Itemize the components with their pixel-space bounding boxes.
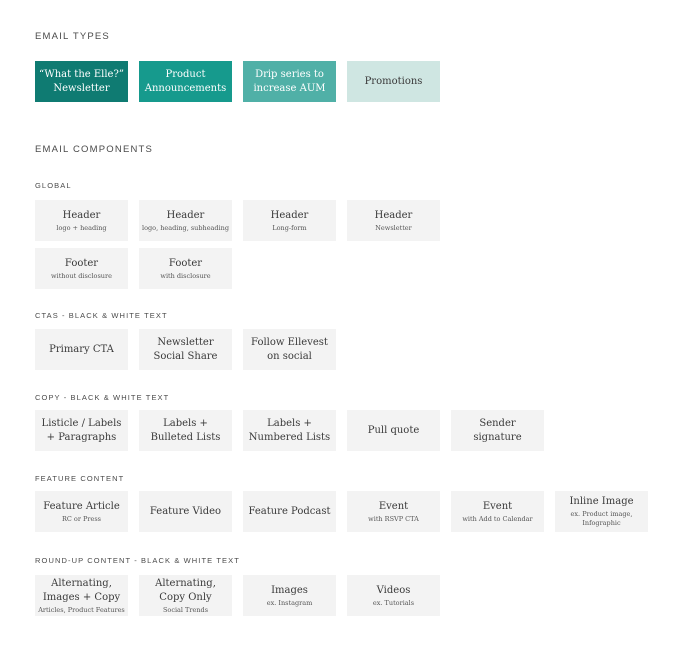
card-title: Primary CTA	[49, 343, 114, 355]
card-title: Footer	[168, 257, 203, 269]
email-types-heading: EMAIL TYPES	[35, 31, 110, 42]
card-subtitle: Articles, Product Features	[38, 605, 125, 614]
card-title: Event	[482, 500, 513, 512]
global-card-header-newsletter[interactable]: Header Newsletter	[347, 200, 440, 241]
roundup-card-images-copy[interactable]: Alternating, Images + Copy Articles, Pro…	[35, 575, 128, 616]
feature-card-inline-image[interactable]: Inline Image ex. Product image, Infograp…	[555, 491, 648, 532]
card-subtitle: Newsletter	[375, 223, 412, 232]
cta-card-primary[interactable]: Primary CTA	[35, 329, 128, 370]
email-type-promotions[interactable]: Promotions	[347, 61, 440, 102]
card-subtitle: RC or Press	[61, 514, 102, 523]
card-subtitle: logo, heading, subheading	[142, 223, 230, 232]
cta-card-newsletter-social-share[interactable]: Newsletter Social Share	[139, 329, 232, 370]
cta-card-follow-social[interactable]: Follow Ellevest on social	[243, 329, 336, 370]
card-subtitle: Social Trends	[162, 605, 209, 614]
feature-card-event-calendar[interactable]: Event with Add to Calendar	[451, 491, 544, 532]
copy-card-pull-quote[interactable]: Pull quote	[347, 410, 440, 451]
feature-card-video[interactable]: Feature Video	[139, 491, 232, 532]
card-title: Footer	[64, 257, 99, 269]
feature-card-podcast[interactable]: Feature Podcast	[243, 491, 336, 532]
roundup-card-videos[interactable]: Videos ex. Tutorials	[347, 575, 440, 616]
card-subtitle: ex. Tutorials	[372, 598, 415, 607]
feature-card-event-rsvp[interactable]: Event with RSVP CTA	[347, 491, 440, 532]
email-type-label: “What the Elle?” Newsletter	[39, 68, 124, 94]
global-heading: GLOBAL	[35, 181, 72, 190]
card-title: Labels + Numbered Lists	[248, 417, 331, 443]
ctas-heading: CTAS - BLACK & WHITE TEXT	[35, 311, 168, 320]
card-title: Pull quote	[367, 424, 420, 436]
card-subtitle: without disclosure	[51, 271, 112, 280]
email-type-drip-series[interactable]: Drip series to increase AUM	[243, 61, 336, 102]
global-card-header-logo-heading[interactable]: Header logo + heading	[35, 200, 128, 241]
email-type-label: Drip series to increase AUM	[253, 68, 326, 94]
card-subtitle: with Add to Calendar	[462, 514, 533, 523]
roundup-card-images[interactable]: Images ex. Instagram	[243, 575, 336, 616]
card-subtitle: ex. Product image, Infographic	[570, 510, 633, 527]
card-title: Event	[378, 500, 409, 512]
card-subtitle: logo + heading	[56, 223, 107, 232]
card-title: Videos	[376, 584, 411, 596]
card-title: Newsletter Social Share	[153, 336, 218, 362]
global-card-footer-no-disclosure[interactable]: Footer without disclosure	[35, 248, 128, 289]
card-title: Feature Podcast	[248, 505, 331, 517]
card-title: Labels + Bulleted Lists	[150, 417, 221, 443]
card-title: Header	[374, 209, 413, 221]
copy-card-listicle[interactable]: Listicle / Labels + Paragraphs	[35, 410, 128, 451]
global-card-footer-disclosure[interactable]: Footer with disclosure	[139, 248, 232, 289]
card-title: Feature Video	[149, 505, 222, 517]
card-title: Sender signature	[473, 417, 522, 443]
card-title: Header	[270, 209, 309, 221]
card-title: Feature Article	[43, 500, 120, 512]
card-title: Header	[62, 209, 101, 221]
card-subtitle: Long-form	[272, 223, 307, 232]
email-type-product-announcements[interactable]: Product Announcements	[139, 61, 232, 102]
card-title: Header	[166, 209, 205, 221]
copy-card-numbered-lists[interactable]: Labels + Numbered Lists	[243, 410, 336, 451]
card-title: Images	[271, 584, 308, 596]
roundup-card-copy-only[interactable]: Alternating, Copy Only Social Trends	[139, 575, 232, 616]
copy-heading: COPY - BLACK & WHITE TEXT	[35, 393, 170, 402]
email-type-newsletter[interactable]: “What the Elle?” Newsletter	[35, 61, 128, 102]
feature-card-article[interactable]: Feature Article RC or Press	[35, 491, 128, 532]
card-title: Alternating, Copy Only	[155, 577, 216, 603]
global-card-header-subheading[interactable]: Header logo, heading, subheading	[139, 200, 232, 241]
email-type-label: Product Announcements	[144, 68, 227, 94]
card-title: Listicle / Labels + Paragraphs	[41, 417, 122, 443]
card-title: Alternating, Images + Copy	[42, 577, 121, 603]
global-card-header-long-form[interactable]: Header Long-form	[243, 200, 336, 241]
copy-card-sender-signature[interactable]: Sender signature	[451, 410, 544, 451]
roundup-heading: ROUND-UP CONTENT - BLACK & WHITE TEXT	[35, 556, 240, 565]
card-subtitle: ex. Instagram	[266, 598, 313, 607]
card-title: Inline Image	[569, 496, 634, 507]
copy-card-bulleted-lists[interactable]: Labels + Bulleted Lists	[139, 410, 232, 451]
email-type-label: Promotions	[364, 75, 423, 87]
card-title: Follow Ellevest on social	[251, 336, 328, 362]
card-subtitle: with disclosure	[160, 271, 211, 280]
card-subtitle: with RSVP CTA	[368, 514, 419, 523]
feature-heading: FEATURE CONTENT	[35, 474, 125, 483]
email-components-heading: EMAIL COMPONENTS	[35, 144, 154, 155]
